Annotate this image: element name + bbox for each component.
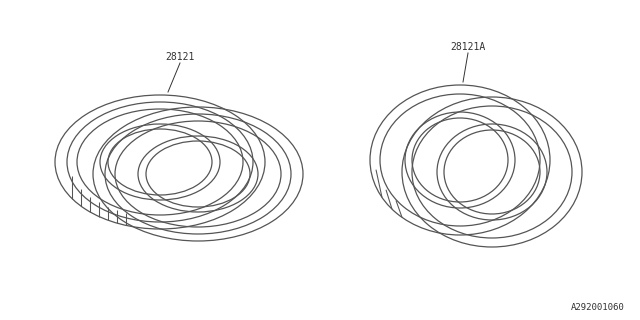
- Text: 28121: 28121: [165, 52, 195, 62]
- Text: A292001060: A292001060: [572, 303, 625, 312]
- Text: 28121A: 28121A: [451, 42, 486, 52]
